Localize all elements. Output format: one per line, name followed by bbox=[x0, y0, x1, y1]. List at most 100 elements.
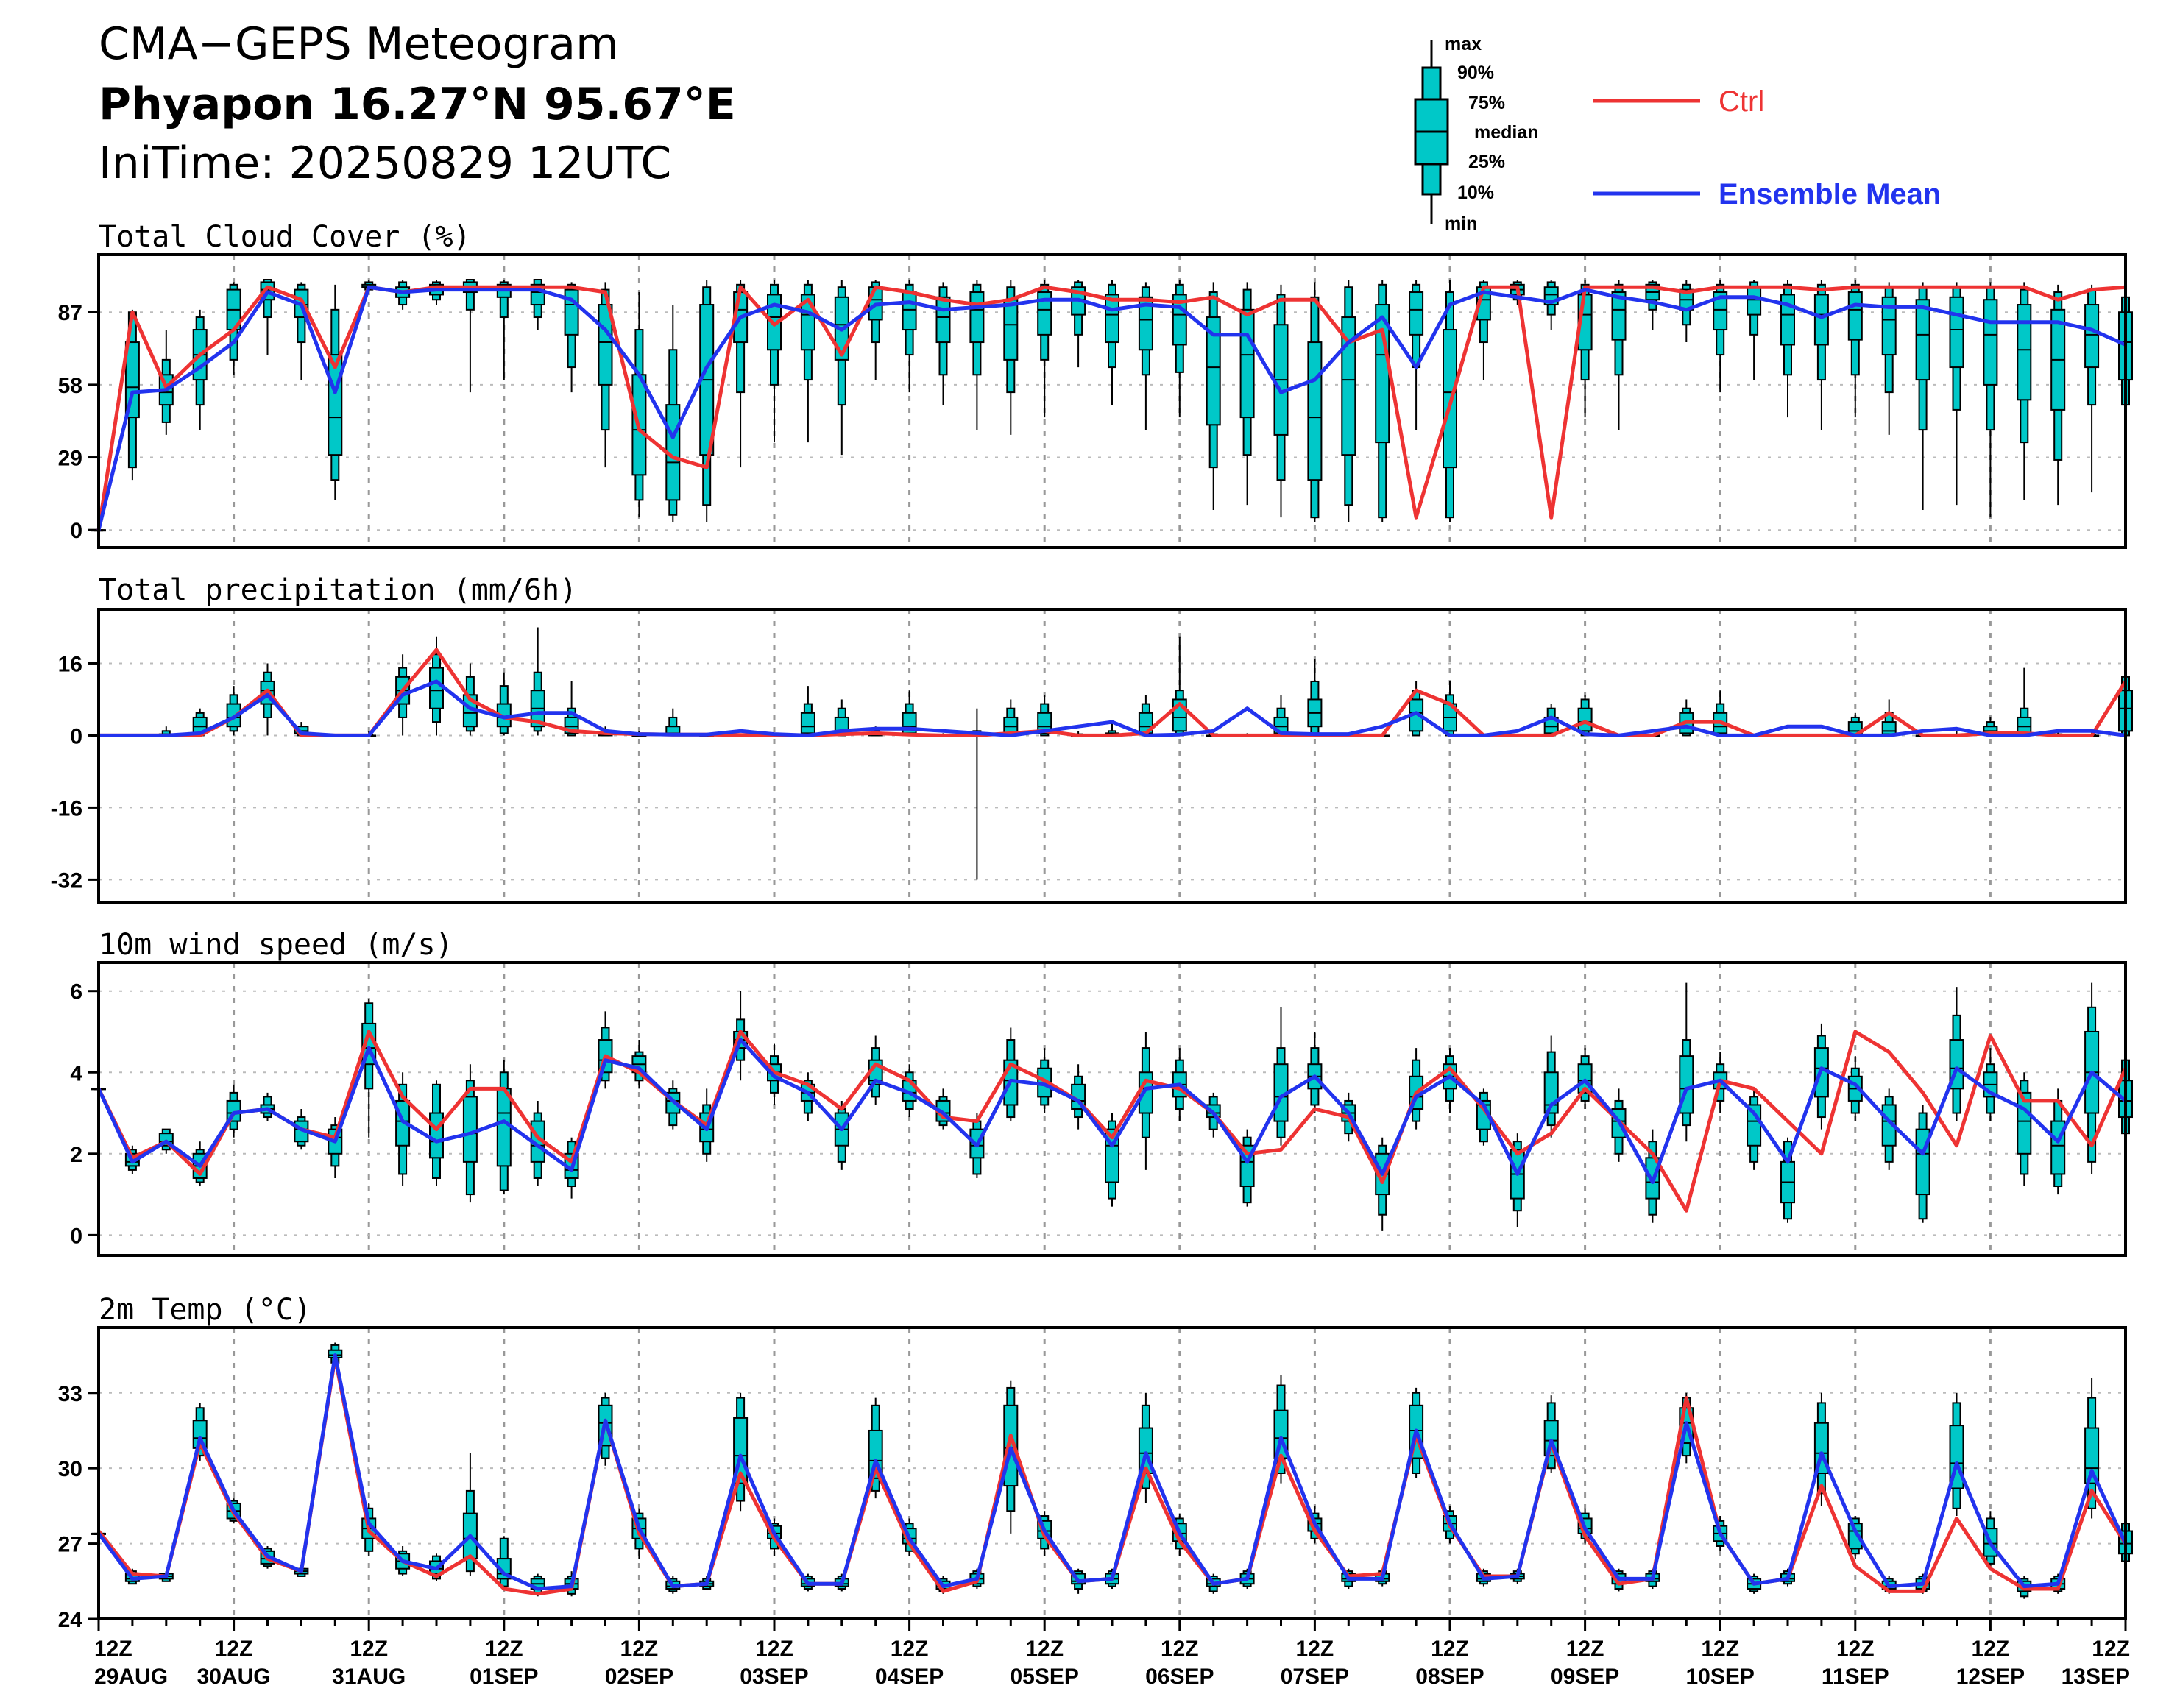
ensemble-box bbox=[1239, 282, 1255, 506]
legend-box-label: median bbox=[1474, 122, 1539, 143]
panel-3: 10m wind speed (m/s) 0 2 4 6 bbox=[70, 928, 2133, 1257]
ensemble-box bbox=[800, 686, 815, 737]
x-hour-label: 12Z bbox=[1025, 1637, 1064, 1661]
legend: max 90% 75% median 25% 10% min Ctrl Ensemble Mea… bbox=[1414, 34, 1941, 234]
legend-box-label: 90% bbox=[1457, 63, 1494, 83]
y-tick-label: 30 bbox=[58, 1457, 82, 1481]
x-date-label: 04SEP bbox=[875, 1665, 944, 1689]
x-date-label: 03SEP bbox=[740, 1665, 808, 1689]
ensemble-box bbox=[1341, 280, 1356, 522]
panel-frame bbox=[97, 253, 2127, 549]
x-hour-label: 12Z bbox=[2092, 1637, 2130, 1661]
y-tick-label: 27 bbox=[58, 1533, 82, 1557]
ensemble-box bbox=[834, 1100, 849, 1170]
ensemble-box bbox=[1037, 280, 1052, 418]
ensemble-box bbox=[192, 708, 208, 737]
x-hour-label: 12Z bbox=[350, 1637, 388, 1661]
legend-box-label: 10% bbox=[1457, 183, 1494, 203]
y-tick-label: -16 bbox=[51, 796, 82, 821]
x-hour-label: 12Z bbox=[1161, 1637, 1199, 1661]
x-hour-label: 12Z bbox=[1431, 1637, 1469, 1661]
ensemble-box bbox=[1847, 1516, 1863, 1559]
chart-title: CMA−GEPS Meteogram bbox=[99, 18, 619, 70]
panel-title: 2m Temp (°C) bbox=[99, 1293, 311, 1327]
legend-box-label: 25% bbox=[1468, 152, 1505, 172]
ensemble-box bbox=[530, 627, 545, 736]
ensemble-box bbox=[1611, 280, 1627, 430]
panel-frame bbox=[97, 608, 2127, 904]
x-hour-label: 12Z bbox=[1836, 1637, 1875, 1661]
ensemble-box bbox=[1577, 695, 1593, 737]
x-hour-label: 12Z bbox=[485, 1637, 523, 1661]
x-hour-label: 12Z bbox=[755, 1637, 793, 1661]
panel-1: Total Cloud Cover (%) 0 29 58 87 bbox=[58, 220, 2133, 549]
x-date-label: 02SEP bbox=[605, 1665, 673, 1689]
y-tick-label: 0 bbox=[70, 519, 82, 543]
y-tick-label: 2 bbox=[70, 1143, 82, 1167]
legend-ctrl-label: Ctrl bbox=[1719, 85, 1764, 118]
ensemble-box bbox=[1949, 987, 1964, 1121]
ensemble-box bbox=[2084, 1378, 2100, 1519]
x-date-label: 05SEP bbox=[1010, 1665, 1078, 1689]
ensemble-box bbox=[1679, 280, 1694, 343]
ensemble-box bbox=[1206, 282, 1221, 510]
x-hour-label: 12Z bbox=[1566, 1637, 1604, 1661]
x-hour-label: 12Z bbox=[1296, 1637, 1334, 1661]
legend-box-label: 75% bbox=[1468, 93, 1505, 113]
ensemble-box bbox=[1003, 280, 1019, 435]
x-date-label: 10SEP bbox=[1685, 1665, 1754, 1689]
ensemble-box bbox=[496, 672, 512, 736]
x-hour-label: 12Z bbox=[1972, 1637, 2010, 1661]
init-time-label: IniTime: 20250829 12UTC bbox=[99, 138, 671, 189]
y-tick-label: 87 bbox=[58, 301, 82, 325]
ensemble-mean-series-line bbox=[96, 1353, 2128, 1591]
ensemble-box bbox=[2017, 667, 2032, 737]
panel-title: Total Cloud Cover (%) bbox=[99, 220, 471, 254]
ensemble-box bbox=[564, 681, 579, 737]
panel-frame bbox=[97, 961, 2127, 1257]
legend-box-label: min bbox=[1445, 213, 1477, 234]
ensemble-box bbox=[1409, 280, 1424, 430]
x-hour-label: 12Z bbox=[891, 1637, 929, 1661]
ensemble-box bbox=[699, 280, 715, 522]
x-hour-label: 12Z bbox=[1701, 1637, 1739, 1661]
ensemble-box bbox=[1543, 704, 1559, 737]
x-date-label: 29AUG bbox=[94, 1665, 168, 1689]
ensemble-box bbox=[1813, 280, 1829, 430]
y-tick-label: 0 bbox=[70, 1224, 82, 1248]
location-label: Phyapon 16.27°N 95.67°E bbox=[99, 79, 736, 130]
x-date-label: 06SEP bbox=[1145, 1665, 1214, 1689]
panel-title: 10m wind speed (m/s) bbox=[99, 928, 453, 962]
x-hour-label: 12Z bbox=[215, 1637, 253, 1661]
panel-2: Total precipitation (mm/6h) -32 -16 0 16 bbox=[51, 573, 2133, 904]
ensemble-box bbox=[733, 1392, 749, 1512]
y-tick-label: 6 bbox=[70, 980, 82, 1004]
ensemble-mean-series-line bbox=[96, 285, 2127, 531]
ensemble-mean-series-line bbox=[99, 679, 2126, 737]
ensemble-box bbox=[496, 1060, 512, 1195]
y-tick-label: 29 bbox=[58, 447, 82, 471]
ensemble-box bbox=[1780, 1137, 1795, 1223]
x-date-label: 11SEP bbox=[1822, 1665, 1889, 1689]
ctrl-series-line bbox=[99, 648, 2128, 737]
x-date-label: 07SEP bbox=[1281, 1665, 1349, 1689]
ensemble-box bbox=[598, 282, 613, 468]
panels: Total Cloud Cover (%) 0 29 58 87 Total precip… bbox=[51, 220, 2133, 1632]
y-tick-label: 0 bbox=[70, 724, 82, 748]
x-date-label: 01SEP bbox=[470, 1665, 538, 1689]
ensemble-box bbox=[1307, 659, 1323, 736]
ensemble-box bbox=[1915, 282, 1930, 510]
ctrl-series-line bbox=[96, 1030, 2128, 1213]
legend-box-label: max bbox=[1445, 34, 1482, 54]
x-date-label: 12SEP bbox=[1956, 1665, 2025, 1689]
x-date-label: 09SEP bbox=[1551, 1665, 1619, 1689]
x-date-label: 08SEP bbox=[1415, 1665, 1484, 1689]
ensemble-box bbox=[2017, 282, 2032, 500]
x-hour-label: 12Z bbox=[620, 1637, 659, 1661]
x-axis-labels: 12Z 29AUG 12Z 30AUG 12Z 31AUG 12Z 01SEP 12Z 02SEP… bbox=[94, 1619, 2130, 1689]
ensemble-box bbox=[1443, 681, 1457, 737]
ensemble-box bbox=[1273, 284, 1289, 518]
y-tick-label: 4 bbox=[70, 1061, 82, 1085]
y-tick-label: 16 bbox=[58, 652, 82, 676]
